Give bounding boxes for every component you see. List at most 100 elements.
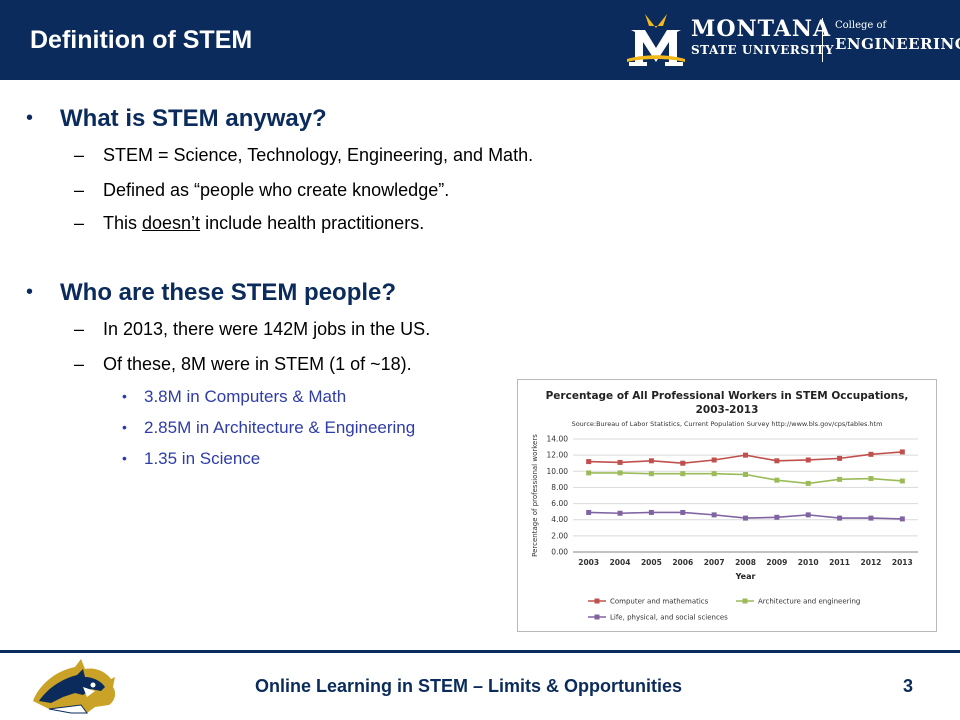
chart-point — [711, 512, 717, 518]
dash-icon: – — [74, 319, 85, 339]
chart-x-tick-label: 2011 — [829, 558, 850, 567]
slide-header: Definition of STEM MONTANA STATE UNIVERS… — [0, 0, 960, 80]
bullet-icon: • — [26, 107, 34, 129]
chart-x-tick-label: 2007 — [704, 558, 725, 567]
chart-title-line2: 2003-2013 — [696, 404, 759, 416]
chart-y-tick-label: 12.00 — [547, 451, 569, 460]
dash-icon: – — [74, 354, 85, 374]
section2-item: In 2013, there were 142M jobs in the US. — [103, 319, 431, 339]
chart-point — [743, 472, 748, 478]
chart-point — [586, 459, 592, 465]
footer-divider — [0, 650, 960, 653]
chart-point — [743, 452, 748, 458]
chart-y-tick-label: 4.00 — [551, 515, 568, 524]
chart-point — [805, 457, 811, 463]
chart-point — [711, 457, 717, 463]
logo-college-small: College of — [835, 20, 887, 31]
chart-legend-label: Computer and mathematics — [610, 598, 709, 606]
chart-point — [617, 459, 623, 465]
chart-legend-swatch-marker — [742, 598, 748, 604]
footer-title: Online Learning in STEM – Limits & Oppor… — [255, 676, 683, 696]
chart-point — [837, 455, 843, 461]
chart-point — [899, 449, 905, 455]
chart-title-line1: Percentage of All Professional Workers i… — [546, 390, 909, 402]
chart-x-tick-label: 2004 — [610, 558, 631, 567]
bobcat-logo-icon — [33, 659, 116, 714]
chart-point — [868, 451, 874, 457]
chart-y-tick-label: 8.00 — [551, 483, 568, 492]
chart-point — [837, 476, 843, 482]
section2-heading: Who are these STEM people? — [60, 279, 397, 306]
logo-wordmark-line2: STATE UNIVERSITY — [691, 43, 835, 57]
slide-title: Definition of STEM — [30, 26, 253, 54]
chart-y-tick-label: 0.00 — [551, 548, 568, 557]
chart-point — [648, 509, 654, 515]
page-number: 3 — [903, 676, 914, 696]
logo-wordmark: MONTANA STATE UNIVERSITY — [691, 18, 834, 56]
chart-point — [805, 480, 811, 486]
slide-content: • What is STEM anyway? – STEM = Science,… — [26, 105, 534, 468]
chart-source: Source:Bureau of Labor Statistics, Curre… — [572, 420, 883, 428]
bullet-icon: • — [26, 281, 34, 303]
chart-legend-label: Life, physical, and social sciences — [610, 614, 728, 622]
chart-legend-swatch-marker — [594, 614, 600, 620]
chart-point — [868, 476, 874, 482]
section1-heading: What is STEM anyway? — [60, 105, 327, 132]
bullet-icon: • — [122, 388, 127, 404]
chart-point — [586, 509, 592, 515]
stem-chart-svg: Percentage of All Professional Workers i… — [531, 390, 918, 622]
chart-point — [617, 510, 623, 516]
section1-item-health: This doesn’t include health practitioner… — [103, 213, 424, 234]
chart-point — [899, 516, 905, 522]
chart-point — [711, 471, 717, 477]
logo-wordmark-line1: MONTANA — [691, 16, 832, 42]
section2-item: Of these, 8M were in STEM (1 of ~18). — [103, 354, 412, 374]
dash-icon: – — [74, 180, 85, 200]
section1-item: Defined as “people who create knowledge”… — [103, 180, 450, 200]
chart-point — [680, 509, 686, 515]
section2-subitem: 3.8M in Computers & Math — [144, 387, 347, 406]
chart-point — [774, 514, 780, 520]
chart-legend-label: Architecture and engineering — [758, 598, 860, 606]
section2-subitem: 1.35 in Science — [144, 449, 261, 468]
chart-x-tick-label: 2009 — [766, 558, 787, 567]
bullet-icon: • — [122, 450, 127, 466]
section2-subitem: 2.85M in Architecture & Engineering — [144, 418, 416, 437]
chart-x-tick-label: 2005 — [641, 558, 662, 567]
chart-point — [680, 460, 686, 466]
chart-point — [743, 515, 748, 521]
dash-icon: – — [74, 145, 85, 165]
logo-college-big: ENGINEERING — [835, 35, 960, 53]
item3-pre: This — [103, 213, 143, 233]
chart-x-tick-label: 2010 — [798, 558, 819, 567]
chart-x-axis-label: Year — [735, 572, 756, 581]
chart-x-tick-label: 2006 — [672, 558, 693, 567]
chart-point — [648, 458, 654, 464]
item3-post: include health practitioners. — [200, 213, 425, 233]
section1-item: STEM = Science, Technology, Engineering,… — [103, 145, 534, 165]
bullet-icon: • — [122, 419, 127, 435]
chart-y-tick-label: 2.00 — [551, 531, 568, 540]
msu-logo: MONTANA STATE UNIVERSITY College of ENGI… — [625, 12, 960, 68]
logo-divider — [822, 18, 823, 62]
chart-point — [774, 458, 780, 464]
stem-chart: Percentage of All Professional Workers i… — [517, 379, 937, 632]
chart-point — [899, 478, 905, 484]
chart-x-tick-label: 2008 — [735, 558, 756, 567]
chart-point — [868, 515, 874, 521]
chart-point — [837, 515, 843, 521]
chart-point — [805, 512, 811, 518]
chart-point — [680, 471, 686, 477]
item3-underlined: doesn’t — [142, 213, 201, 233]
chart-point — [648, 471, 654, 477]
chart-x-tick-label: 2003 — [578, 558, 599, 567]
chart-point — [586, 470, 592, 476]
chart-point — [774, 477, 780, 483]
dash-icon: – — [74, 213, 85, 233]
chart-legend-swatch-marker — [594, 598, 600, 604]
chart-y-tick-label: 6.00 — [551, 499, 568, 508]
chart-x-tick-label: 2012 — [861, 558, 882, 567]
chart-x-tick-label: 2013 — [892, 558, 913, 567]
chart-y-tick-label: 14.00 — [547, 435, 569, 444]
chart-point — [617, 470, 623, 476]
